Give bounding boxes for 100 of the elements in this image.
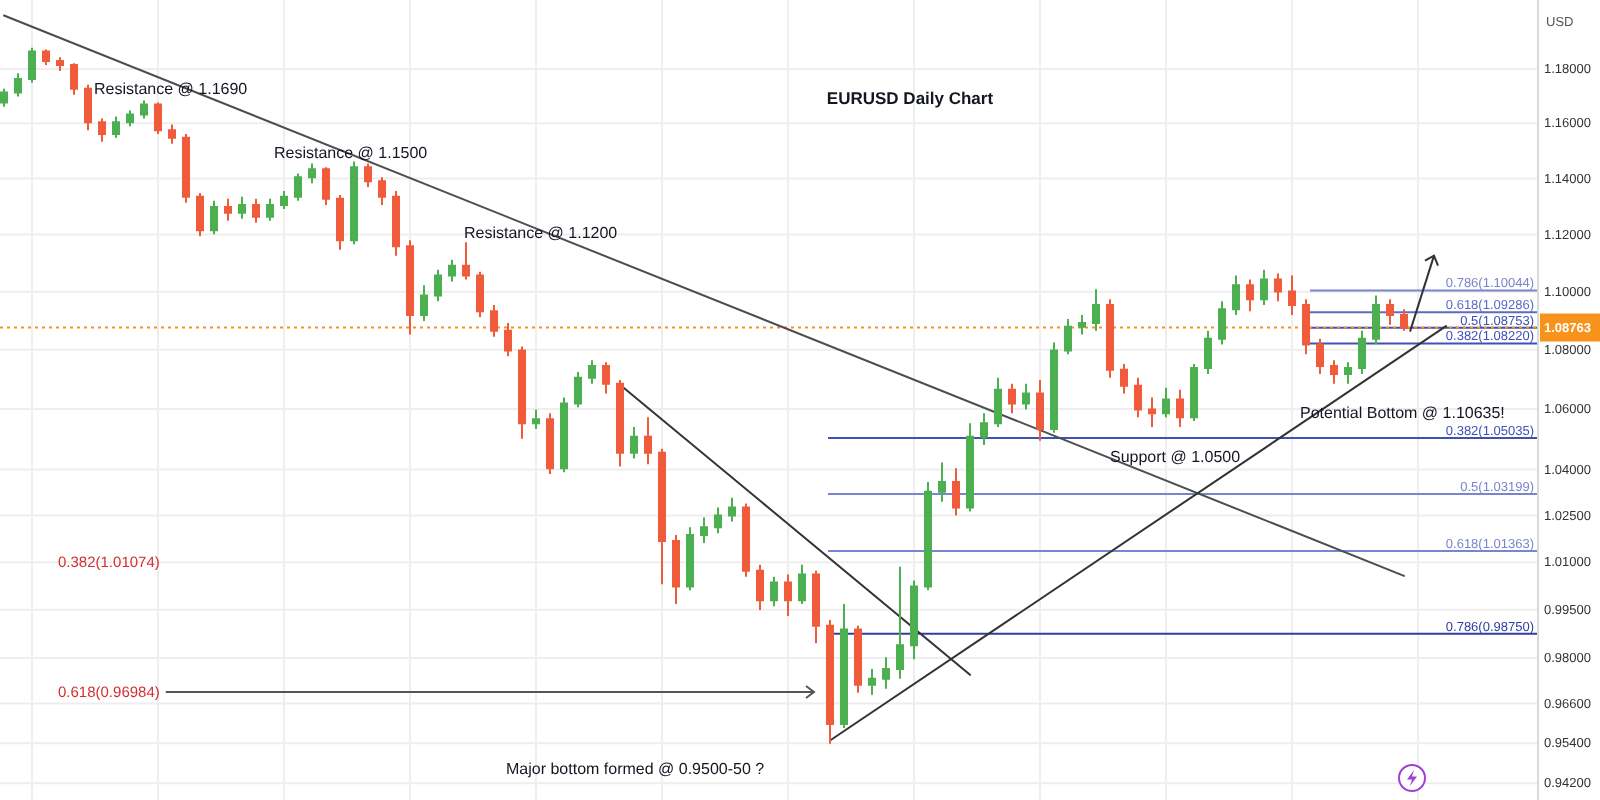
candlestick [490,303,498,338]
candlestick [1400,308,1408,332]
candlestick [168,123,176,145]
candlestick [756,563,764,612]
candlestick [448,258,456,283]
candlestick [980,412,988,446]
candlestick [182,132,190,204]
candlestick [378,176,386,206]
candlestick [1218,300,1226,346]
candlestick [1316,337,1324,375]
candlestick [1120,362,1128,395]
candlestick [196,191,204,238]
candlestick [140,99,148,120]
candlestick [686,526,694,592]
candlestick [994,376,1002,429]
candlestick [350,160,358,246]
candlestick [252,197,260,224]
candlestick [280,189,288,210]
candlestick [154,101,162,135]
candlestick [406,239,414,336]
candlestick [28,46,36,84]
candlestick [896,565,904,680]
candlestick [1246,278,1254,313]
candlestick [1330,359,1338,385]
candlestick [966,422,974,513]
candlestick [1050,341,1058,434]
candlestick [238,195,246,220]
candlestick [1274,272,1282,303]
candlestick [1302,298,1310,356]
candlestick [602,361,610,395]
candlestick [420,284,428,322]
candlestick [126,109,134,128]
candlestick [1134,376,1142,419]
candlestick [1148,396,1156,429]
candlestick [210,199,218,236]
candlestick [476,270,484,319]
candlestick [938,461,946,503]
candlestick [112,115,120,139]
candlestick [1232,274,1240,317]
candlestick [1064,317,1072,356]
candlestick [0,87,8,108]
candlestick [784,573,792,618]
candlestick [1022,382,1030,411]
annotation: Support @ 1.0500 [1110,448,1242,466]
candlestick [224,197,232,222]
annotation: Major bottom formed @ 0.9500-50 ? [506,760,766,778]
candlestick [952,467,960,517]
candlestick [1386,298,1394,326]
candlestick [84,83,92,132]
candlestick [700,516,708,544]
candlestick [1008,382,1016,415]
candlestick [770,575,778,608]
candlestick [1036,378,1044,442]
candlestick [1078,314,1086,336]
candlestick [294,172,302,202]
text: EURUSD Daily Chart [826,88,994,108]
candlestick [1288,274,1296,317]
candlestick [854,624,862,694]
candlestick [714,506,722,535]
candlestick [1204,329,1212,375]
candlestick [742,502,750,578]
candlestick [336,193,344,251]
candlestick [644,416,652,466]
candlestick [588,359,596,385]
candlestick [364,162,372,189]
candlestick [882,656,890,690]
candlestick [1106,298,1114,379]
candlestick [658,447,666,586]
candlestick [1176,388,1184,429]
candlestick [1260,268,1268,306]
candlestick [434,268,442,303]
candlestick [1344,361,1352,385]
candlestick [532,408,540,430]
annotation: Resistance @ 1.1500 [274,144,429,162]
candlestick [630,426,638,460]
candlestick [1358,329,1366,375]
candlestick [672,534,680,605]
candlestick [798,563,806,605]
candlestick [1372,294,1380,346]
candlestick [518,345,526,440]
candlestick [826,618,834,745]
candlestick [266,197,274,222]
candlestick [462,241,470,281]
candlestick [70,62,78,96]
candlestick [868,667,876,696]
candlestick [560,396,568,474]
candlestick [812,569,820,645]
candlestick [504,321,512,358]
candlestick [392,189,400,257]
candlestick [1092,288,1100,332]
candlestick [1190,362,1198,423]
candlestick [616,378,624,468]
candlestick [728,496,736,523]
candlestick [840,603,848,729]
candlestick [308,162,316,185]
candlestick [56,56,64,72]
candlestick [14,72,22,98]
candlestick [42,48,50,67]
candlestick [98,117,106,143]
candlestick [574,370,582,409]
